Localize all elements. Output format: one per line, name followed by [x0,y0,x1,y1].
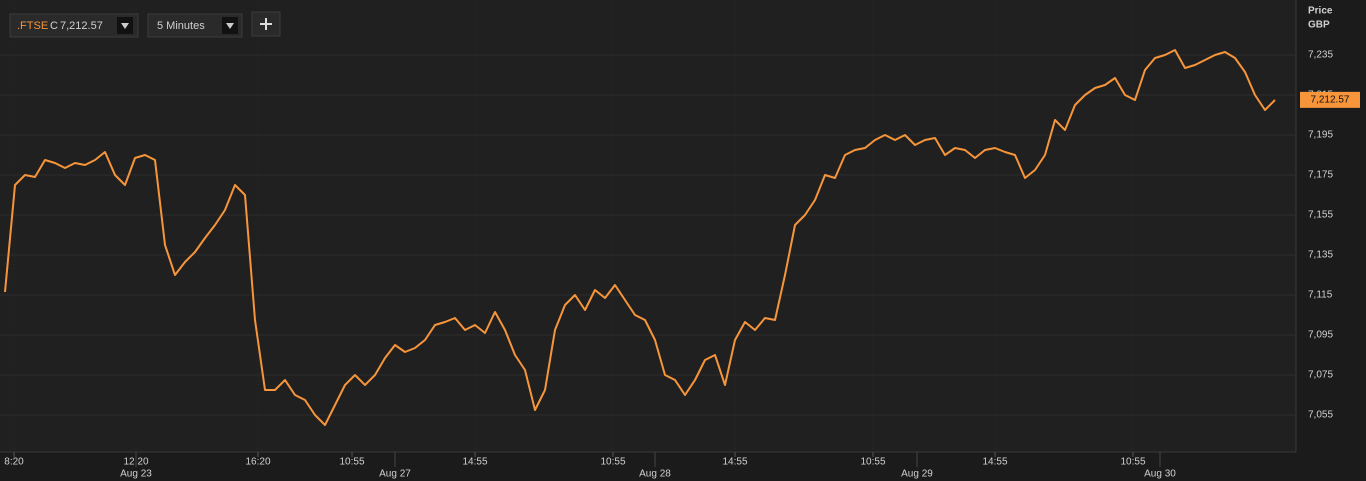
interval: 5 Minutes [157,20,205,32]
y-tick-label: 7,075 [1308,370,1333,381]
y-axis-title: Price [1308,6,1333,17]
x-tick-label: 8:20 [4,457,24,468]
y-tick-label: 7,195 [1308,130,1333,141]
x-tick-label: 14:55 [462,457,487,468]
y-tick-label: 7,095 [1308,330,1333,341]
close-value: 7,212.57 [60,20,103,32]
last-price-label: 7,212.57 [1311,95,1350,106]
dropdown-arrow [121,23,129,29]
date-tick-label: Aug 28 [639,469,671,480]
y-tick-label: 7,175 [1308,170,1333,181]
symbol-box[interactable]: .FTSE C 7,212.57 [9,13,139,38]
interval-box[interactable]: 5 Minutes [147,13,243,38]
x-tick-label: 10:55 [339,457,364,468]
x-tick-label: 14:55 [982,457,1007,468]
x-tick-label: 14:55 [722,457,747,468]
date-tick-label: Aug 27 [379,469,411,480]
box [9,13,139,38]
x-tick-label: 10:55 [860,457,885,468]
x-tick-label: 10:55 [600,457,625,468]
last-price-tag [1300,91,1360,108]
y-axis-unit: GBP [1308,20,1330,31]
x-tick-label: 10:55 [1120,457,1145,468]
box [147,13,243,38]
y-tick-label: 7,155 [1308,210,1333,221]
plus-icon [260,18,272,30]
close-prefix: C [50,20,58,32]
symbol: .FTSE [17,20,48,32]
date-tick-label: Aug 23 [120,469,152,480]
y-tick-label: 7,055 [1308,410,1333,421]
price-line [4,49,1276,426]
y-tick-label: 7,135 [1308,250,1333,261]
y-tick-label: 7,115 [1308,290,1333,301]
grid [0,54,1296,416]
plot-area [0,0,1296,452]
x-tick-label: 16:20 [245,457,270,468]
date-tick-label: Aug 29 [901,469,933,480]
dropdown-arrow [226,23,234,29]
add-button[interactable] [251,11,281,37]
date-tick-label: Aug 30 [1144,469,1176,480]
y-tick-label: 7,235 [1308,50,1333,61]
